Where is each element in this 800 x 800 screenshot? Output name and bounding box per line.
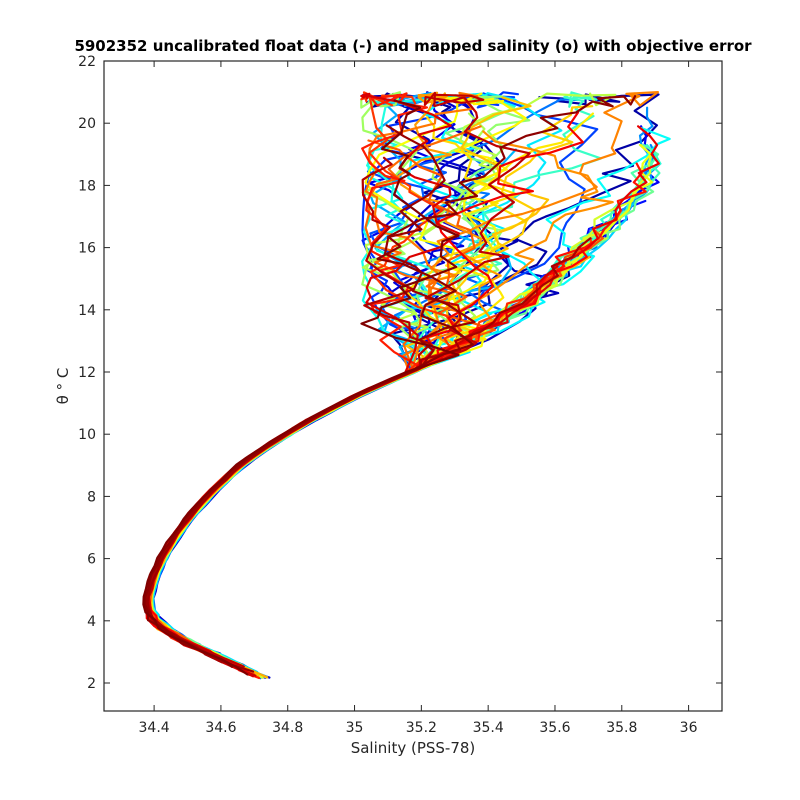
profile-line xyxy=(142,99,460,676)
x-tick-label: 35 xyxy=(346,720,364,736)
y-tick-label: 4 xyxy=(87,614,96,630)
y-tick-label: 22 xyxy=(78,54,96,70)
y-tick-label: 12 xyxy=(78,365,96,381)
y-tick-label: 20 xyxy=(78,116,96,132)
y-tick-label: 2 xyxy=(87,676,96,692)
x-axis-label: Salinity (PSS-78) xyxy=(351,739,476,757)
y-axis: 2 4 6 8 10 12 14 16 18 20 22 xyxy=(78,54,722,692)
x-tick-label: 34.4 xyxy=(139,720,170,736)
y-tick-label: 8 xyxy=(87,489,96,505)
x-tick-label: 34.6 xyxy=(205,720,236,736)
x-tick-label: 35.4 xyxy=(473,720,504,736)
x-tick-label: 34.8 xyxy=(272,720,303,736)
y-tick-label: 6 xyxy=(87,552,96,568)
chart-title: 5902352 uncalibrated float data (-) and … xyxy=(74,37,752,55)
y-tick-label: 16 xyxy=(78,241,96,257)
x-tick-label: 35.2 xyxy=(406,720,437,736)
y-tick-label: 18 xyxy=(78,178,96,194)
x-tick-label: 36 xyxy=(680,720,698,736)
x-axis: 34.4 34.6 34.8 35 35.2 35.4 35.6 35.8 36 xyxy=(139,61,698,736)
profile-lines xyxy=(142,91,671,680)
y-tick-label: 14 xyxy=(78,303,96,319)
x-tick-label: 35.8 xyxy=(606,720,637,736)
plot-frame xyxy=(103,60,723,712)
y-axis-label: θ ° C xyxy=(54,368,72,405)
x-tick-label: 35.6 xyxy=(539,720,570,736)
y-tick-label: 10 xyxy=(78,427,96,443)
